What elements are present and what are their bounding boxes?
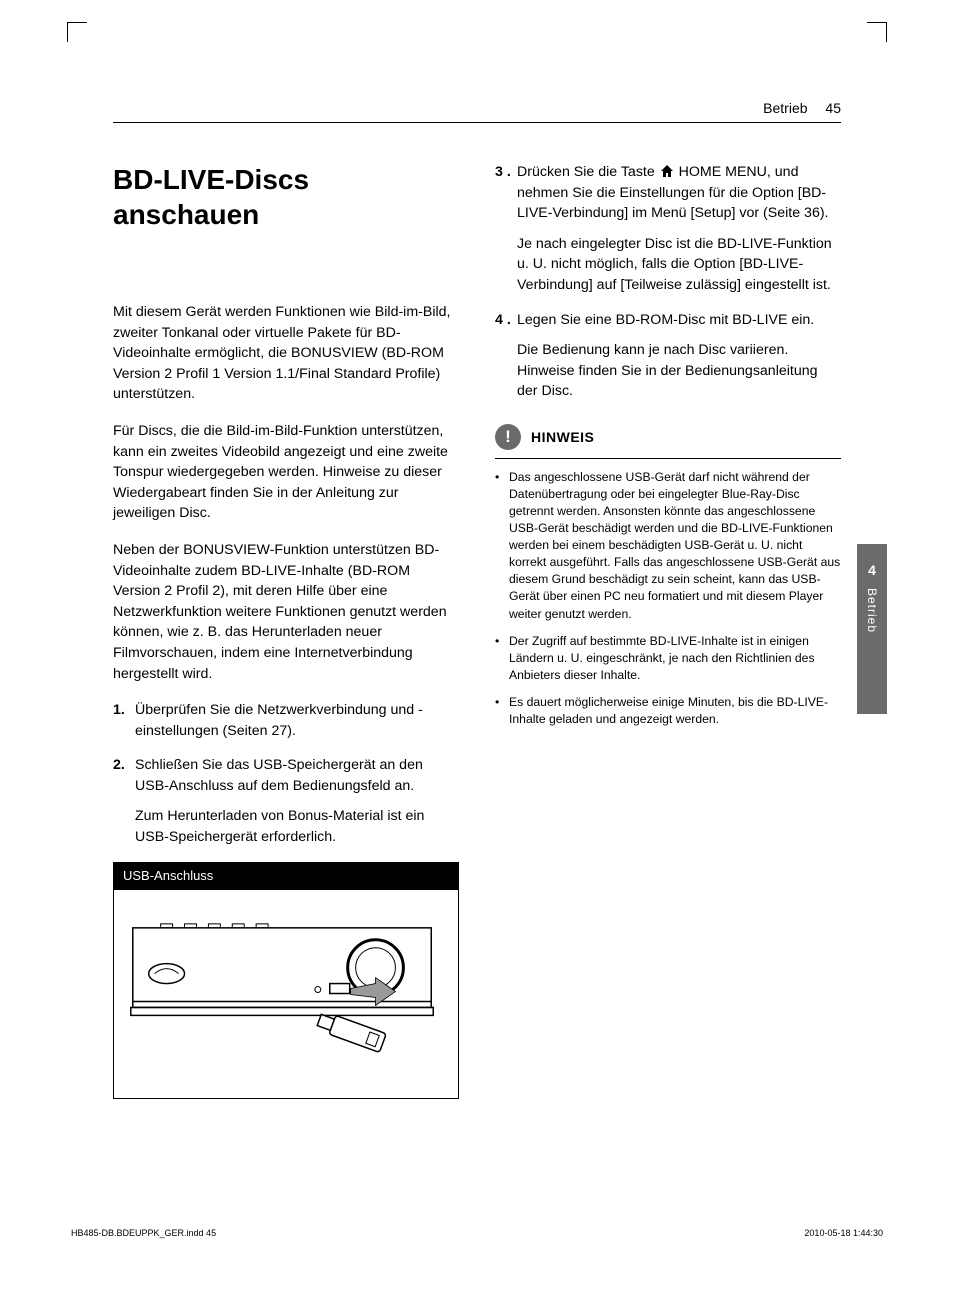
bd-player-illustration	[120, 898, 452, 1092]
crop-mark-top-right	[867, 22, 887, 42]
hinweis-list: Das angeschlossene USB-Gerät darf nicht …	[495, 469, 841, 728]
step-2-sub: Zum Herunterladen von Bonus-Material ist…	[135, 806, 459, 847]
intro-paragraph-2: Für Discs, die die Bild-im-Bild-Funktion…	[113, 421, 459, 524]
footer-file: HB485-DB.BDEUPPK_GER.indd 45	[71, 1228, 216, 1238]
step-3-text-before: Drücken Sie die Taste	[517, 164, 659, 180]
page-number: 45	[825, 100, 841, 116]
content-area: BD-LIVE-Discs anschauen Mit diesem Gerät…	[113, 162, 841, 1099]
step-3-prefix: 3 .	[495, 162, 511, 183]
step-4-sub: Die Bedienung kann je nach Disc variiere…	[517, 340, 841, 402]
step-4-text: Legen Sie eine BD-ROM-Disc mit BD-LIVE e…	[517, 312, 814, 328]
step-4-prefix: 4 .	[495, 310, 511, 331]
alert-icon: !	[495, 424, 521, 450]
hinweis-item-3: Es dauert möglicherweise einige Minuten,…	[495, 694, 841, 728]
hinweis-label: HINWEIS	[531, 429, 594, 445]
right-column: 3 . Drücken Sie die Taste HOME MENU, und…	[495, 162, 841, 1099]
steps-list-left: Überprüfen Sie die Netzwerkverbindung un…	[113, 700, 459, 848]
crop-mark-top-left	[67, 22, 87, 42]
footer-timestamp: 2010-05-18 1:44:30	[804, 1228, 883, 1238]
step-1-text: Überprüfen Sie die Netzwerkverbindung un…	[135, 702, 423, 739]
hinweis-item-1: Das angeschlossene USB-Gerät darf nicht …	[495, 469, 841, 623]
hinweis-box: ! HINWEIS Das angeschlossene USB-Gerät d…	[495, 424, 841, 728]
chapter-number: 4	[868, 562, 876, 578]
running-header: Betrieb 45	[113, 100, 841, 123]
page: Betrieb 45 BD-LIVE-Discs anschauen Mit d…	[67, 22, 887, 1242]
page-title: BD-LIVE-Discs anschauen	[113, 162, 459, 232]
chapter-tab: 4 Betrieb	[857, 544, 887, 714]
hinweis-item-2: Der Zugriff auf bestimmte BD-LIVE-Inhalt…	[495, 633, 841, 684]
step-1: Überprüfen Sie die Netzwerkverbindung un…	[113, 700, 459, 741]
step-2: Schließen Sie das USB-Speichergerät an d…	[113, 755, 459, 847]
intro-paragraph-1: Mit diesem Gerät werden Funktionen wie B…	[113, 302, 459, 405]
step-2-text: Schließen Sie das USB-Speichergerät an d…	[135, 757, 423, 794]
hinweis-header: ! HINWEIS	[495, 424, 841, 450]
section-label: Betrieb	[763, 100, 807, 116]
hinweis-divider	[495, 458, 841, 459]
intro-paragraph-3: Neben der BONUSVIEW-Funktion unterstütze…	[113, 540, 459, 684]
step-4: 4 . Legen Sie eine BD-ROM-Disc mit BD-LI…	[495, 310, 841, 402]
usb-figure	[113, 889, 459, 1099]
step-3: 3 . Drücken Sie die Taste HOME MENU, und…	[495, 162, 841, 296]
usb-callout-header: USB-Anschluss	[113, 862, 459, 889]
chapter-label: Betrieb	[865, 588, 879, 633]
step-3-sub: Je nach eingelegter Disc ist die BD-LIVE…	[517, 234, 841, 296]
home-icon	[659, 164, 675, 178]
page-footer: HB485-DB.BDEUPPK_GER.indd 45 2010-05-18 …	[67, 1228, 887, 1238]
left-column: BD-LIVE-Discs anschauen Mit diesem Gerät…	[113, 162, 459, 1099]
